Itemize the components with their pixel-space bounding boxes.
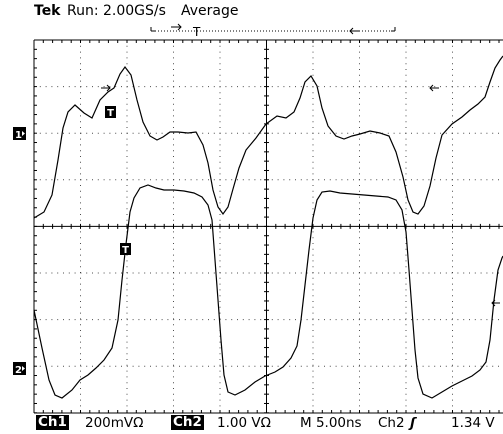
channel-1-waveform: [33, 55, 503, 219]
acquisition-mode: Average: [181, 3, 239, 19]
brand-label: Tek: [34, 3, 61, 19]
svg-text:T: T: [107, 108, 114, 119]
status-bar-bottom: Ch1 200mVΩ Ch2 1.00 VΩ M 5.00ns Ch2 ʃ 1.…: [0, 413, 503, 434]
channel-2-waveform: [33, 184, 503, 399]
channel-2-marker: 2: [13, 362, 26, 376]
trigger-slope-icon: ʃ: [410, 415, 416, 431]
trigger-source: Ch2: [378, 415, 405, 431]
record-view-bar: [150, 23, 396, 35]
ch2-scale: 1.00 VΩ: [217, 415, 271, 431]
status-bar-top: Tek Run: 2.00GS/s Average: [0, 0, 503, 40]
graticule: [33, 39, 503, 414]
run-status: Run: 2.00GS/s: [67, 3, 166, 19]
timebase: M 5.00ns: [300, 415, 362, 431]
record-bracket-right: [391, 27, 396, 32]
channel-1-marker: 1: [13, 127, 26, 141]
svg-text:2: 2: [15, 365, 22, 376]
svg-text:1: 1: [15, 130, 22, 141]
record-bracket-left: [150, 27, 155, 32]
channel-1-trigger-point: T: [105, 106, 116, 119]
trigger-level: 1.34 V: [451, 415, 495, 431]
display-position-arrow-icon: [349, 27, 360, 35]
trigger-arrow-icon: [101, 84, 111, 92]
channel-2-trigger-point: T: [120, 243, 131, 256]
svg-text:T: T: [122, 245, 129, 256]
trigger-position-marker: T: [192, 25, 201, 39]
trigger-position-arrow-icon: [171, 23, 182, 31]
ch2-label: Ch2: [171, 414, 204, 430]
offscreen-arrow-icon: [429, 84, 439, 92]
ch2-level-arrow-icon: [491, 299, 500, 307]
ch1-label: Ch1: [36, 414, 69, 430]
ch1-scale: 200mVΩ: [85, 415, 144, 431]
